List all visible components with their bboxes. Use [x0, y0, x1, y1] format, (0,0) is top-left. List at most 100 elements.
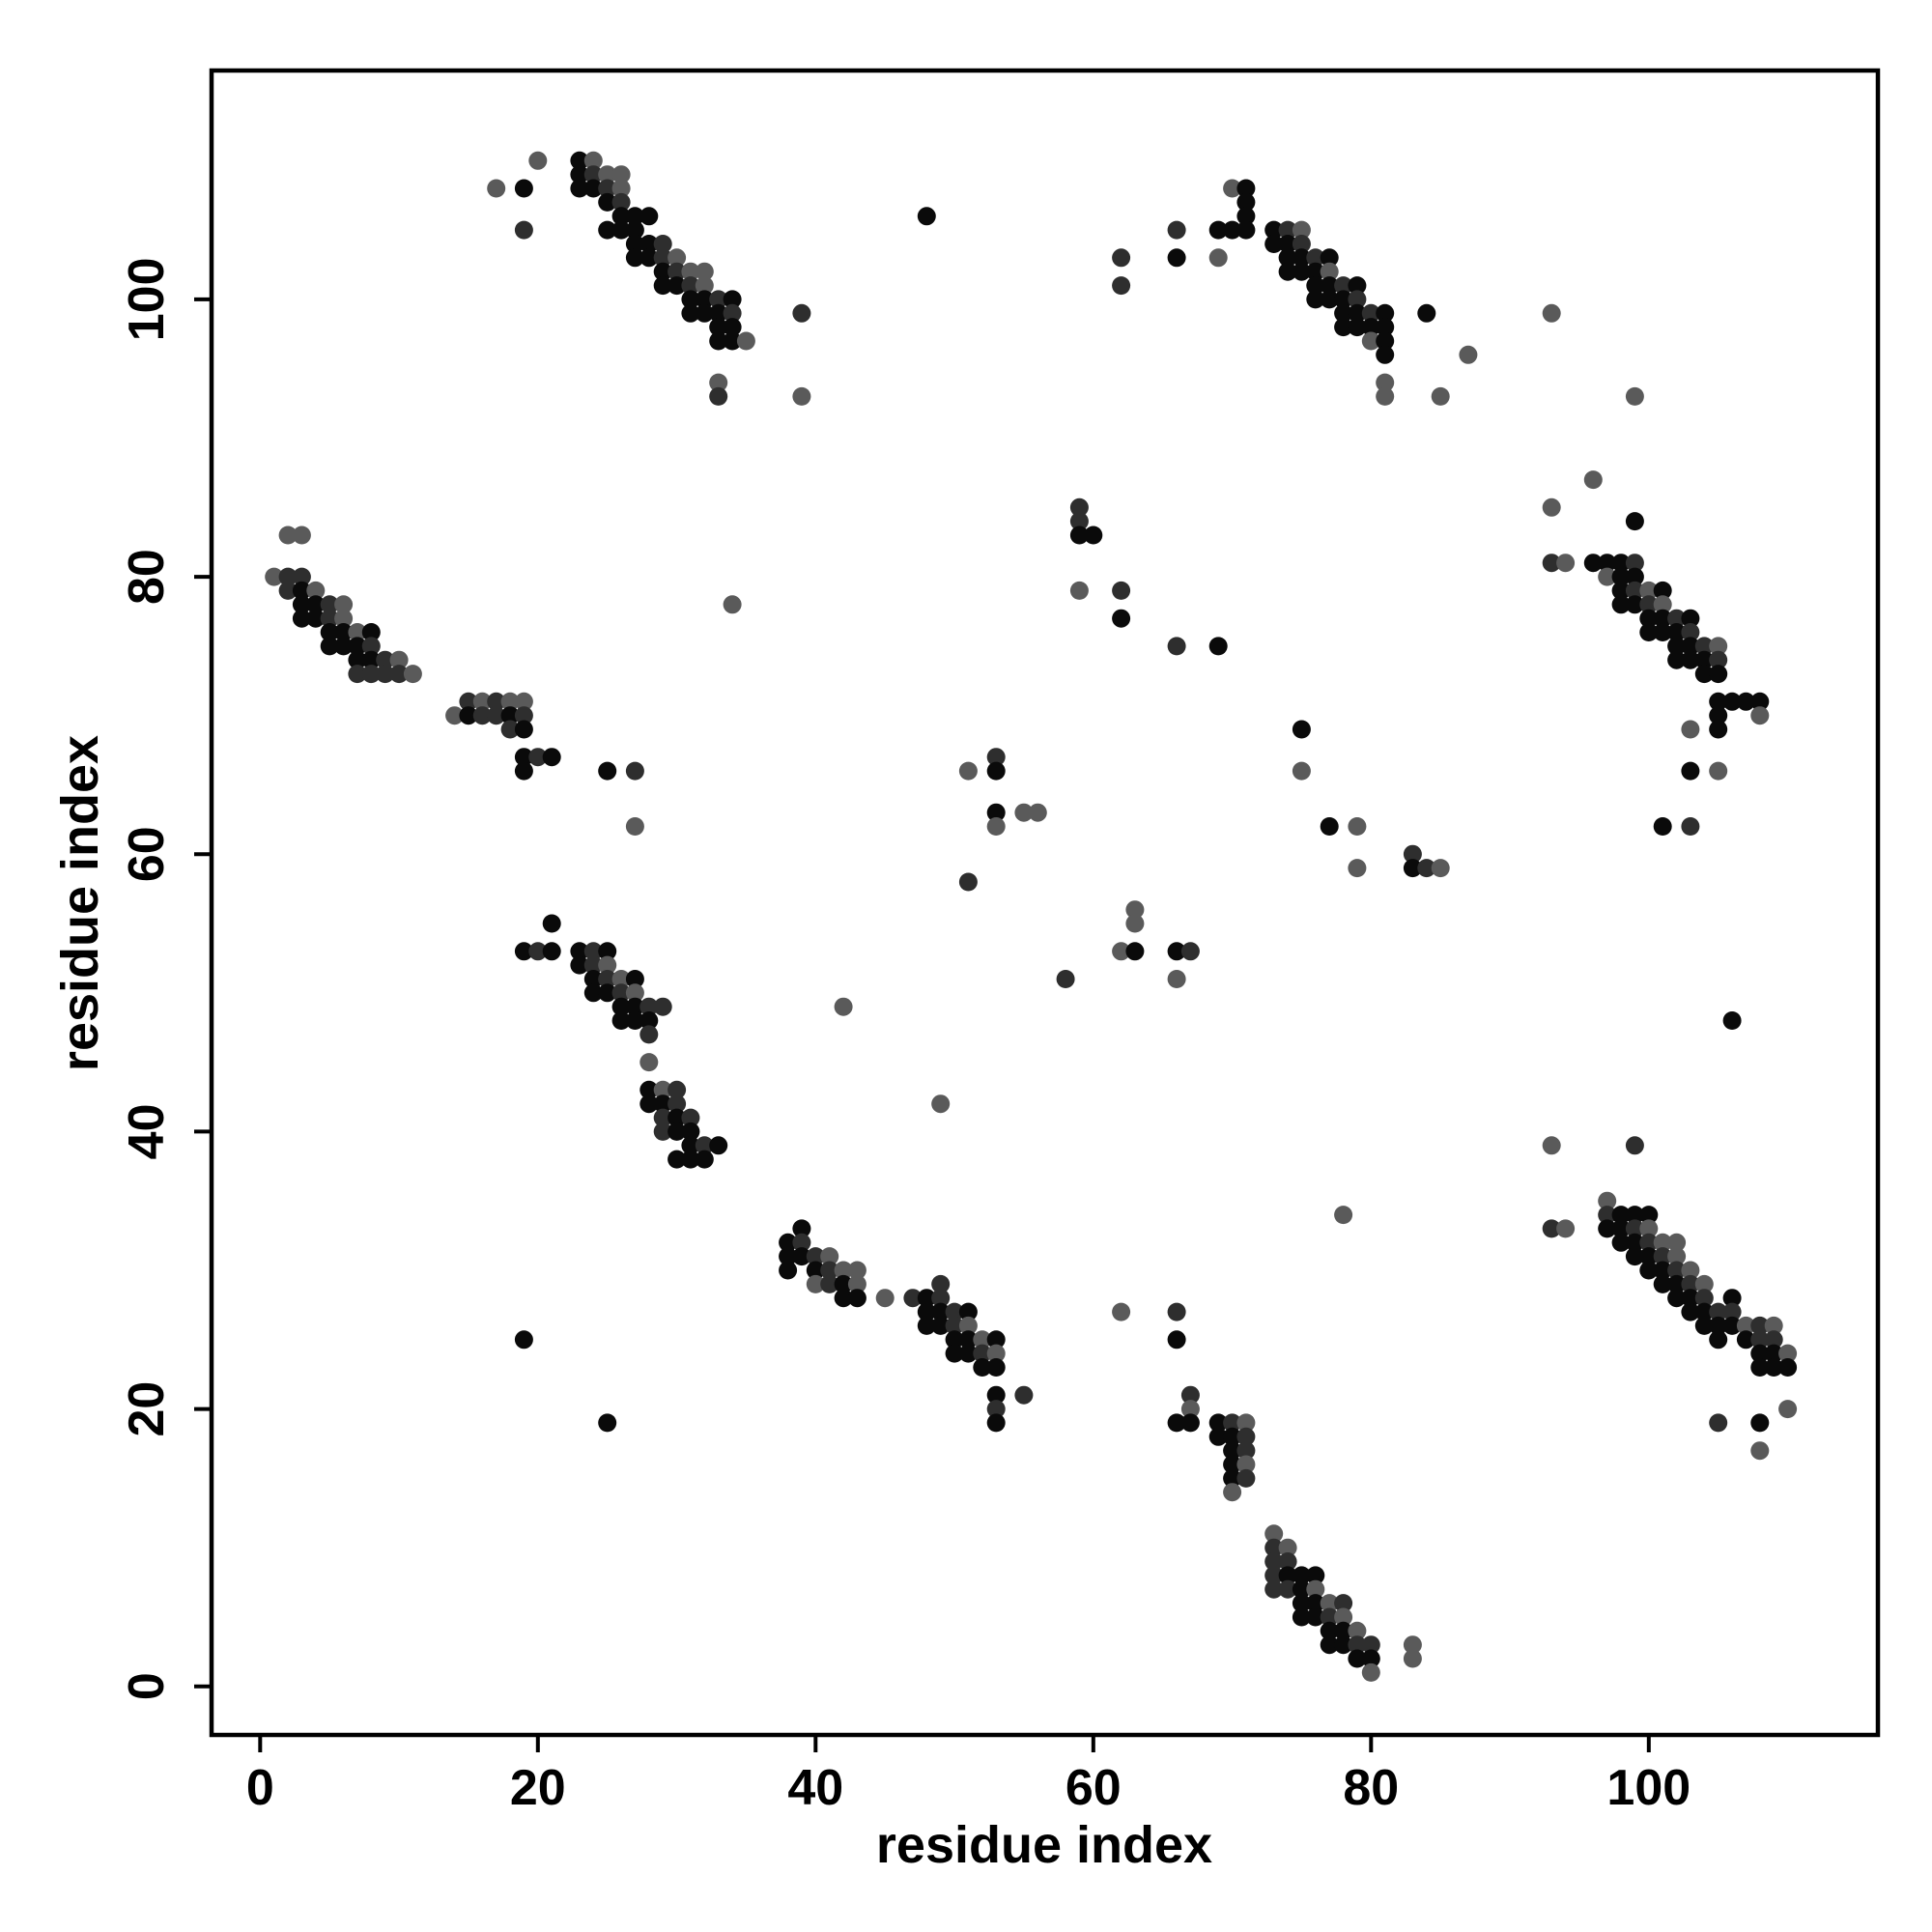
- data-point: [611, 983, 631, 1003]
- data-point: [445, 706, 465, 725]
- data-point: [1403, 844, 1422, 864]
- data-point: [1278, 235, 1297, 253]
- data-point: [306, 581, 326, 600]
- data-point: [1236, 1413, 1256, 1433]
- data-point: [625, 207, 644, 226]
- data-point: [611, 207, 631, 226]
- data-point: [1681, 761, 1700, 781]
- data-point: [361, 637, 381, 656]
- data-point: [1306, 1594, 1325, 1613]
- data-point: [792, 303, 811, 323]
- data-point: [1667, 650, 1687, 669]
- data-point: [681, 1108, 700, 1127]
- data-point: [639, 1025, 659, 1044]
- data-point: [653, 1080, 672, 1099]
- data-point: [1334, 303, 1353, 323]
- data-point: [1667, 623, 1687, 641]
- data-point: [292, 595, 311, 614]
- data-point: [847, 1289, 867, 1308]
- data-point: [1736, 1330, 1755, 1350]
- data-point: [1223, 1413, 1242, 1433]
- data-point: [500, 706, 520, 725]
- data-point: [1167, 220, 1186, 240]
- data-point: [292, 526, 311, 545]
- data-point: [1320, 276, 1339, 296]
- data-point: [917, 207, 936, 226]
- data-point: [1556, 554, 1576, 573]
- data-point: [625, 997, 644, 1016]
- data-point: [1069, 497, 1089, 517]
- data-point: [1348, 276, 1367, 296]
- data-point: [1709, 1330, 1728, 1350]
- data-point: [1125, 942, 1145, 961]
- data-point: [334, 609, 354, 628]
- data-point: [334, 637, 354, 656]
- data-point: [514, 761, 533, 781]
- data-point: [1208, 220, 1228, 240]
- data-point: [639, 1094, 659, 1114]
- data-point: [1292, 262, 1311, 281]
- data-point: [681, 1122, 700, 1141]
- data-point: [570, 942, 589, 961]
- data-point: [1236, 1427, 1256, 1446]
- data-point: [1348, 1635, 1367, 1655]
- data-point: [1014, 1385, 1034, 1405]
- data-point: [1764, 1358, 1783, 1377]
- data-point: [1639, 1219, 1659, 1238]
- data-point: [668, 1122, 687, 1141]
- data-point: [1278, 1552, 1297, 1571]
- x-tick-label: 100: [1606, 1760, 1690, 1816]
- data-point: [1750, 1358, 1770, 1377]
- data-point: [1709, 692, 1728, 711]
- data-point: [1264, 1552, 1284, 1571]
- data-point: [668, 1080, 687, 1099]
- data-point: [695, 276, 714, 296]
- data-point: [1583, 554, 1603, 573]
- data-point: [598, 942, 617, 961]
- data-point: [1625, 1233, 1644, 1252]
- data-point: [611, 1011, 631, 1030]
- data-point: [1709, 665, 1728, 684]
- data-point: [583, 165, 603, 185]
- data-point: [709, 303, 728, 323]
- data-point: [1069, 581, 1089, 600]
- data-point: [292, 581, 311, 600]
- data-point: [598, 761, 617, 781]
- data-point: [1236, 1455, 1256, 1474]
- data-point: [1167, 248, 1186, 268]
- data-point: [1431, 386, 1450, 406]
- data-point: [1334, 276, 1353, 296]
- data-point: [625, 1011, 644, 1030]
- data-point: [1694, 665, 1714, 684]
- data-point: [779, 1247, 798, 1266]
- data-point: [611, 997, 631, 1016]
- data-point: [583, 955, 603, 975]
- data-point: [668, 1094, 687, 1114]
- data-point: [1722, 1316, 1742, 1335]
- data-point: [1361, 318, 1380, 337]
- data-point: [320, 609, 339, 628]
- data-point: [779, 1261, 798, 1280]
- data-point: [1292, 235, 1311, 253]
- y-tick-label: 0: [119, 1672, 175, 1700]
- data-point: [958, 872, 978, 892]
- data-point: [958, 1302, 978, 1321]
- data-point: [695, 303, 714, 323]
- data-point: [1611, 1219, 1631, 1238]
- y-tick-label: 100: [119, 258, 175, 342]
- data-point: [1167, 637, 1186, 656]
- data-point: [1639, 1206, 1659, 1225]
- data-point: [1028, 803, 1047, 822]
- data-point: [931, 1302, 951, 1321]
- data-point: [1709, 761, 1728, 781]
- data-point: [1709, 1302, 1728, 1321]
- data-point: [639, 1080, 659, 1099]
- data-point: [1278, 1566, 1297, 1585]
- data-point: [528, 748, 548, 767]
- data-point: [1278, 262, 1297, 281]
- data-point: [1625, 567, 1644, 586]
- data-point: [1376, 373, 1395, 392]
- data-point: [611, 165, 631, 185]
- data-point: [1542, 1219, 1561, 1238]
